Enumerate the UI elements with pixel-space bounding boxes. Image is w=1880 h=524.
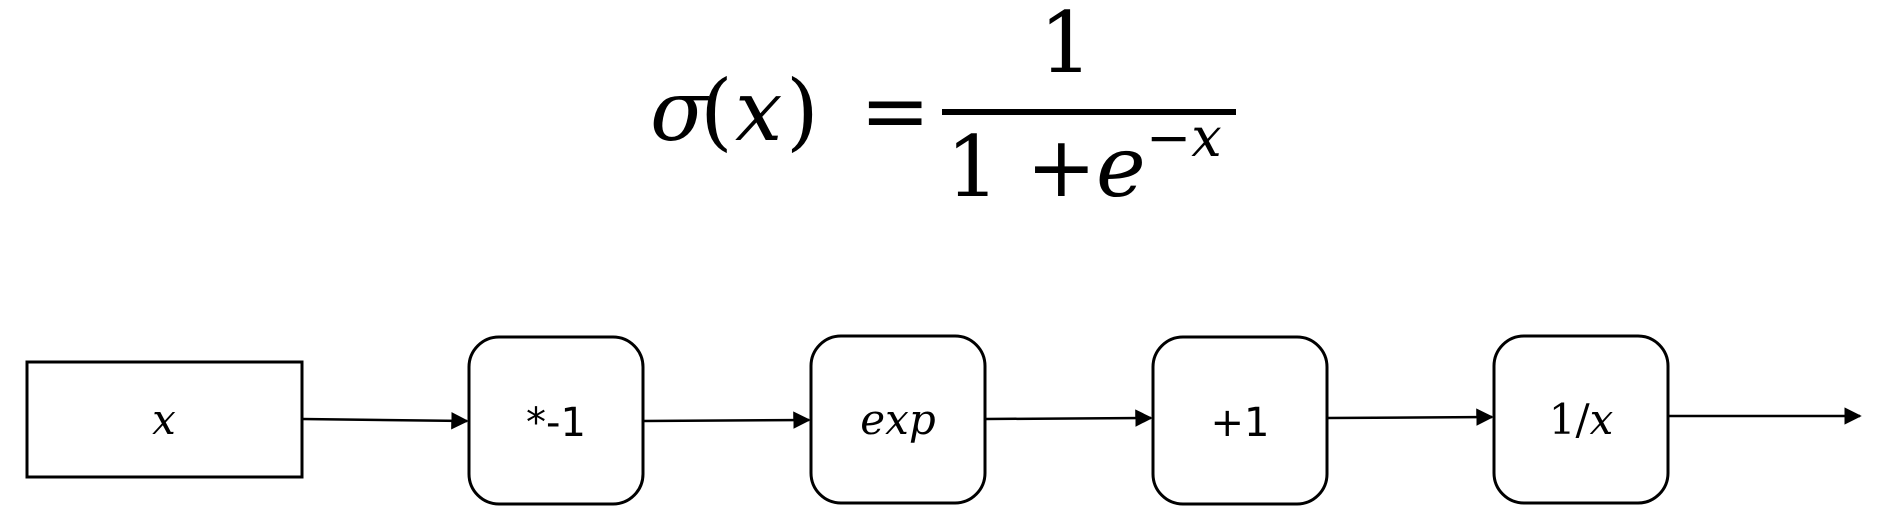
formula-numerator: 1 — [1039, 0, 1092, 92]
formula-open-paren: ( — [700, 62, 733, 160]
formula-denominator-base: 1 + — [946, 118, 1097, 216]
node-exp-box — [809, 334, 987, 505]
formula-lhs-var: x — [735, 62, 782, 160]
node-reciprocal: 1/x — [1492, 334, 1670, 505]
edge-negate-to-exp — [642, 411, 811, 429]
node-add-one-label: +1 — [1211, 400, 1270, 446]
node-reciprocal-label: 1/x — [1549, 395, 1614, 444]
sigmoid-formula: σ ( x ) = 1 1 + e −x — [650, 0, 1236, 216]
node-exp-label: exp — [860, 395, 935, 444]
formula-denominator-e: e — [1096, 118, 1146, 216]
node-negate: *-1 — [467, 335, 645, 506]
node-add-one-box — [1151, 335, 1329, 506]
node-add-one: +1 — [1151, 335, 1329, 506]
formula-equals: = — [860, 62, 930, 160]
node-input: x — [25, 360, 304, 479]
formula-close-paren: ) — [786, 62, 819, 160]
formula-sigma: σ — [650, 62, 710, 160]
node-negate-label: *-1 — [526, 400, 586, 446]
edge-exp-to-add-one — [984, 409, 1153, 427]
node-exp: exp — [809, 334, 987, 505]
node-reciprocal-label-var: x — [1590, 395, 1614, 444]
edge-add-one-to-reciprocal — [1326, 408, 1494, 426]
edge-input-to-negate — [301, 412, 469, 430]
formula-denominator-exponent: −x — [1146, 106, 1222, 169]
node-reciprocal-box — [1492, 334, 1670, 505]
node-input-box — [25, 360, 304, 479]
node-reciprocal-label-prefix: 1/ — [1549, 395, 1591, 444]
node-input-label: x — [152, 395, 176, 444]
